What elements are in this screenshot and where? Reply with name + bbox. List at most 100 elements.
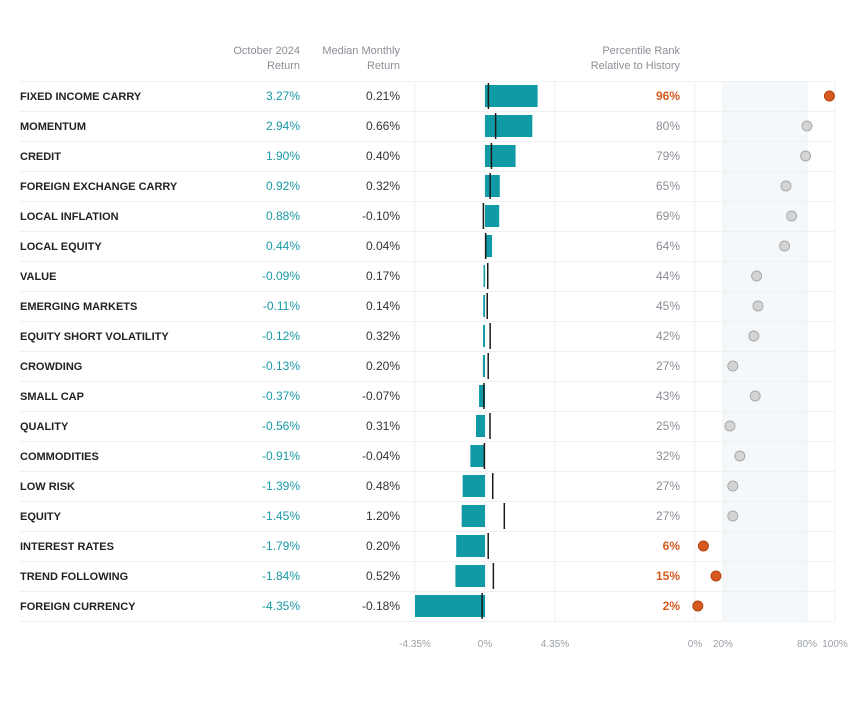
factor-label: LOCAL INFLATION <box>20 211 119 223</box>
factor-label: MOMENTUM <box>20 121 86 133</box>
median-return-value: -0.18% <box>362 599 400 613</box>
factor-label: CREDIT <box>20 151 61 163</box>
return-bar <box>461 505 485 527</box>
median-return-value: 0.21% <box>366 89 400 103</box>
oct-return-value: -0.11% <box>263 299 300 313</box>
percentile-value: 42% <box>656 329 680 343</box>
percentile-dot <box>710 570 722 582</box>
median-return-value: -0.10% <box>362 209 400 223</box>
percentile-value: 27% <box>656 359 680 373</box>
percentile-value: 69% <box>656 209 680 223</box>
percentile-value: 2% <box>663 599 681 613</box>
percentile-dot <box>697 540 709 552</box>
factor-label: LOW RISK <box>20 481 75 493</box>
factor-label: CROWDING <box>20 361 82 373</box>
bar-axis-tick: 0% <box>478 639 493 650</box>
percentile-value: 43% <box>656 389 680 403</box>
factor-label: SMALL CAP <box>20 391 84 403</box>
oct-return-value: -0.37% <box>262 389 300 403</box>
return-bar <box>455 565 485 587</box>
median-return-value: 0.31% <box>366 419 400 433</box>
percentile-value: 32% <box>656 449 680 463</box>
median-return-value: 0.32% <box>366 179 400 193</box>
pct-axis-tick: 80% <box>797 639 817 650</box>
return-bar <box>485 205 500 227</box>
factor-label: LOCAL EQUITY <box>20 241 102 253</box>
median-return-value: 0.14% <box>366 299 400 313</box>
oct-return-value: 1.90% <box>266 149 300 163</box>
percentile-dot <box>823 90 835 102</box>
return-bar <box>470 445 485 467</box>
return-bar <box>479 385 485 407</box>
header-median-return-line1: Median Monthly <box>322 45 400 57</box>
percentile-dot <box>734 450 746 462</box>
header-oct-return: October 2024 Return <box>200 44 300 74</box>
percentile-dot <box>749 390 761 402</box>
percentile-dot <box>786 210 798 222</box>
factor-label: FOREIGN CURRENCY <box>20 601 136 613</box>
oct-return-value: 0.88% <box>266 209 300 223</box>
header-percentile-line2: Relative to History <box>590 60 680 72</box>
factor-label: TREND FOLLOWING <box>20 571 128 583</box>
median-return-value: 0.52% <box>366 569 400 583</box>
factor-label: EQUITY <box>20 511 62 523</box>
percentile-value: 25% <box>656 419 680 433</box>
percentile-dot <box>752 300 764 312</box>
percentile-value: 44% <box>656 269 680 283</box>
percentile-dot <box>724 420 736 432</box>
percentile-value: 96% <box>656 89 680 103</box>
return-bar <box>483 265 486 287</box>
median-return-value: 0.48% <box>366 479 400 493</box>
percentile-value: 27% <box>656 479 680 493</box>
bar-axis-tick: 4.35% <box>541 639 569 650</box>
percentile-value: 80% <box>656 119 680 133</box>
median-return-value: 0.20% <box>366 539 400 553</box>
median-return-value: 1.20% <box>366 509 400 523</box>
factor-label: VALUE <box>20 271 56 283</box>
percentile-dot <box>748 330 760 342</box>
oct-return-value: -0.56% <box>262 419 300 433</box>
header-median-return-line2: Return <box>366 60 400 72</box>
factor-label: QUALITY <box>20 421 69 433</box>
return-bar <box>485 115 533 137</box>
factor-label: INTEREST RATES <box>20 541 114 553</box>
return-bar <box>485 85 538 107</box>
factor-label: COMMODITIES <box>20 451 99 463</box>
oct-return-value: 3.27% <box>266 89 300 103</box>
header-percentile-line1: Percentile Rank <box>602 45 680 57</box>
percentile-value: 27% <box>656 509 680 523</box>
median-return-value: 0.17% <box>366 269 400 283</box>
oct-return-value: -1.45% <box>262 509 300 523</box>
factor-label: EQUITY SHORT VOLATILITY <box>20 331 169 343</box>
percentile-value: 15% <box>656 569 680 583</box>
oct-return-value: 0.44% <box>266 239 300 253</box>
percentile-dot <box>779 240 791 252</box>
oct-return-value: 0.92% <box>266 179 300 193</box>
return-bar <box>482 355 485 377</box>
percentile-value: 79% <box>656 149 680 163</box>
percentile-value: 64% <box>656 239 680 253</box>
header-oct-return-line2: Return <box>266 60 300 72</box>
percentile-dot <box>727 480 739 492</box>
median-return-value: 0.04% <box>366 239 400 253</box>
header-percentile-rank: Percentile Rank Relative to History <box>540 44 680 74</box>
oct-return-value: -1.39% <box>262 479 300 493</box>
median-return-value: 0.40% <box>366 149 400 163</box>
oct-return-value: -0.09% <box>262 269 300 283</box>
return-bar <box>475 415 485 437</box>
oct-return-value: -4.35% <box>262 599 300 613</box>
return-bar <box>462 475 485 497</box>
pct-axis-tick: 100% <box>822 639 848 650</box>
percentile-dot <box>727 360 739 372</box>
oct-return-value: -1.84% <box>262 569 300 583</box>
median-return-value: 0.20% <box>366 359 400 373</box>
return-bar <box>483 295 485 317</box>
percentile-dot <box>800 150 812 162</box>
median-return-value: -0.07% <box>362 389 400 403</box>
percentile-dot <box>751 270 763 282</box>
return-bar <box>485 235 493 257</box>
return-bar <box>485 145 516 167</box>
pct-axis-tick: 0% <box>688 639 703 650</box>
oct-return-value: -0.91% <box>262 449 300 463</box>
